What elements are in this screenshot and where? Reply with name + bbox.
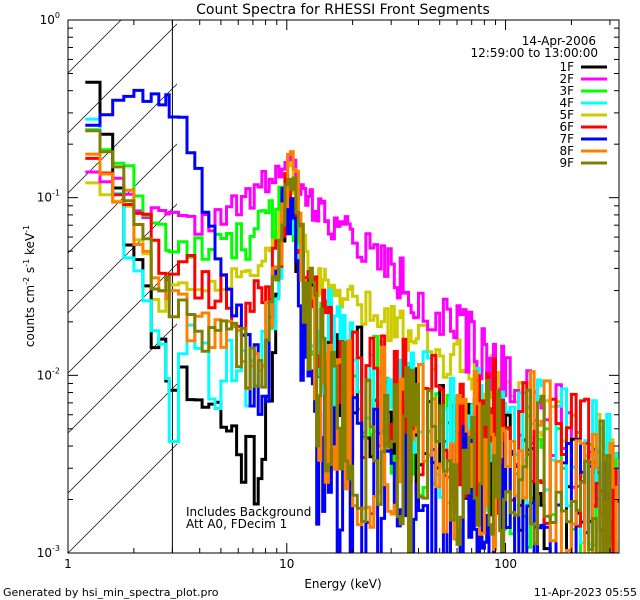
x-tick-label: 10 [279,557,294,571]
generated-by-label: Generated by hsi_min_spectra_plot.pro [3,586,219,599]
plot-frame [67,19,620,554]
chart-title: Count Spectra for RHESSI Front Segments [196,2,490,18]
legend-label-5F: 5F [559,108,574,122]
legend-label-9F: 9F [559,156,574,170]
legend-label-6F: 6F [559,120,574,134]
y-label-part: counts cm [23,285,37,347]
series-layer [85,80,619,553]
timestamp-label: 11-Apr-2023 05:55 [534,586,637,599]
y-tick-label: 100 [40,11,60,27]
time-range-label: 12:59:00 to 13:00:00 [471,46,598,60]
hatch-line [68,323,177,434]
hatch-line [68,83,177,194]
y-tick-label: 10-2 [37,366,60,382]
x-axis-label: Energy (keV) [304,577,381,591]
series-9F [85,129,612,553]
x-tick-label: 1 [64,557,72,571]
y-label-exp: -1 [22,259,31,267]
y-label-part: keV [23,232,37,259]
y-tick-label: 10-3 [37,544,60,560]
legend-label-2F: 2F [559,72,574,86]
legend-label-1F: 1F [559,60,574,74]
legend-label-7F: 7F [559,132,574,146]
annotation-attenuator: Att A0, FDecim 1 [186,517,287,531]
x-tick-label: 100 [494,557,517,571]
legend-label-4F: 4F [559,96,574,110]
y-tick-label: 10-1 [37,189,60,205]
hatch-line [68,443,177,553]
date-label: 14-Apr-2006 [522,34,596,48]
axes: 1 10 100 100 10-1 10-2 10-3 [37,11,619,571]
y-axis-label: counts cm-2 s-1 keV-1 [22,225,37,347]
legend-label-8F: 8F [559,144,574,158]
legend-label-3F: 3F [559,84,574,98]
y-label-part: s [23,267,37,277]
hatch-line [68,23,177,134]
hatch-line [68,143,177,254]
annotation-background: Includes Background [186,505,311,519]
y-label-exp: -2 [22,277,31,285]
y-label-exp: -1 [22,225,31,233]
